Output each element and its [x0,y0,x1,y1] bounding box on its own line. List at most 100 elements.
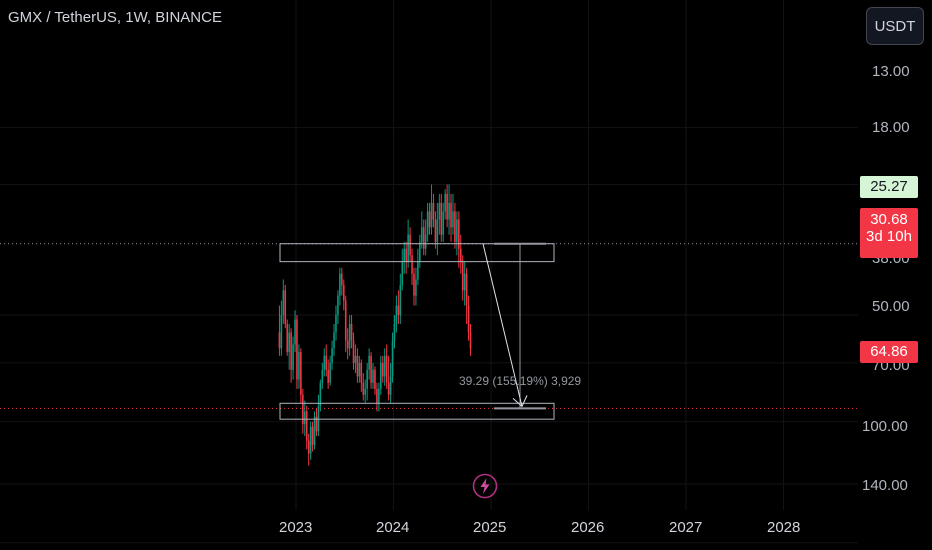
candle-body [432,202,435,220]
candle-body [360,362,363,383]
time-tick: 2028 [767,519,801,536]
candle-body [428,211,431,228]
current-price-tag: 30.68 3d 10h [860,208,918,258]
candle-body [284,290,287,324]
candle-body [376,388,378,404]
candle-body [321,369,324,383]
candle-body [465,273,468,306]
candle-body [454,211,456,242]
price-tick: 13.00 [872,63,910,80]
candle-body [422,227,425,249]
candle-body [290,332,292,370]
candle-body [278,332,281,349]
candle-body [286,323,289,353]
candle-body [354,355,357,363]
candle-body [459,248,462,262]
candle-body [420,227,423,242]
candle-body [350,323,353,341]
candle-body [434,219,437,242]
candle-body [346,340,349,349]
candle-body [329,362,331,383]
projection-arrow [482,243,523,407]
candle-body [358,362,361,377]
price-tick: 18.00 [872,119,910,136]
candle-body [344,300,347,341]
candle-body [331,348,333,363]
candle-body [364,388,367,395]
drawings [279,242,555,420]
candle-body [389,376,392,395]
candle-body [348,323,351,349]
candle-body [292,344,294,370]
lightning-icon[interactable] [472,473,498,499]
candle-body [342,284,345,301]
candle-body [395,305,398,324]
candle-body [381,362,384,377]
candle-body [296,319,298,380]
candle-body [467,305,470,333]
candle-body [463,273,466,291]
candle-body [356,355,359,377]
candle-body [446,193,448,220]
time-tick: 2026 [571,519,605,536]
candle-body [352,340,355,363]
bar-countdown: 3d 10h [866,228,912,245]
candle-body [378,388,380,404]
candle-body [327,369,329,383]
candle-body [300,352,302,395]
candle-body [407,234,409,262]
candle-body [452,211,454,228]
candle-body [294,319,296,345]
candle-body [440,202,443,235]
candle-body [444,193,446,212]
candle-body [387,382,390,395]
candle-body [341,273,343,285]
candle-body [405,248,407,262]
time-tick: 2025 [473,519,507,536]
candle-body [288,332,290,353]
candle-body [413,273,415,296]
candle-body [442,211,445,235]
candle-body [403,248,406,262]
candle-body [303,411,306,425]
candle-body [450,202,452,228]
candle-body [393,323,396,341]
candle-body [298,352,300,380]
candlesticks [278,184,472,466]
candle-body [368,355,370,370]
price-tick: 50.00 [872,298,910,315]
lower-price-tag: 64.86 [860,341,918,363]
candle-body [311,426,314,446]
currency-button[interactable]: USDT [866,7,924,45]
candle-body [409,234,411,256]
candle-body [370,355,372,383]
current-price-value: 30.68 [870,211,908,228]
candle-body [461,261,464,291]
candle-body [415,279,417,296]
time-tick: 2023 [279,519,313,536]
candle-body [337,295,339,315]
candle-body [335,314,337,333]
candle-body [430,202,433,228]
candle-body [319,382,322,407]
candle-body [282,290,285,315]
candle-body [374,369,376,389]
candle-body [399,284,402,315]
candle-body [280,314,283,349]
candle-body [417,261,419,280]
candle-body [307,440,310,454]
candle-body [419,241,421,262]
candle-body [372,369,374,383]
candle-body [366,369,368,389]
candle-body [411,255,413,274]
candle-body [315,416,318,432]
projection-arrowhead [512,395,528,408]
range-box [279,402,555,420]
candle-body [401,261,404,285]
candle-body [424,234,427,249]
candle-body [309,426,312,454]
candle-body [448,202,450,220]
candle-body [333,332,335,349]
time-tick: 2027 [669,519,703,536]
